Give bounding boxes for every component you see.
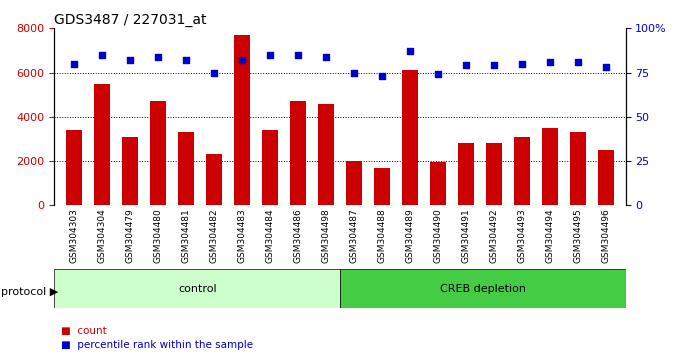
- Bar: [150, 101, 166, 205]
- Bar: [262, 130, 277, 205]
- Bar: [514, 137, 530, 205]
- Text: GSM304483: GSM304483: [237, 209, 247, 263]
- Bar: [95, 84, 109, 205]
- Point: [124, 57, 135, 63]
- Text: CREB depletion: CREB depletion: [440, 284, 526, 293]
- Point: [573, 59, 583, 65]
- Bar: [403, 70, 418, 205]
- Bar: [430, 162, 445, 205]
- Point: [97, 52, 107, 58]
- Point: [209, 70, 220, 75]
- Bar: [598, 150, 614, 205]
- Text: GSM304486: GSM304486: [294, 209, 303, 263]
- Bar: [374, 168, 390, 205]
- Point: [152, 54, 163, 59]
- Bar: [178, 132, 194, 205]
- Text: GSM304493: GSM304493: [517, 209, 526, 263]
- Text: GSM304496: GSM304496: [602, 209, 611, 263]
- Text: GSM304489: GSM304489: [405, 209, 415, 263]
- Point: [600, 64, 611, 70]
- Bar: [235, 35, 250, 205]
- Point: [265, 52, 275, 58]
- Text: GSM304490: GSM304490: [434, 209, 443, 263]
- Text: GSM304484: GSM304484: [265, 209, 275, 263]
- Point: [432, 72, 443, 77]
- Point: [405, 48, 415, 54]
- Bar: [66, 130, 82, 205]
- Point: [181, 57, 192, 63]
- Bar: [346, 161, 362, 205]
- Point: [292, 52, 303, 58]
- Bar: [458, 143, 474, 205]
- Text: GSM304487: GSM304487: [350, 209, 358, 263]
- Bar: [54, 269, 340, 308]
- Text: GSM304488: GSM304488: [377, 209, 386, 263]
- Text: GSM304498: GSM304498: [322, 209, 330, 263]
- Text: GSM304482: GSM304482: [209, 209, 218, 263]
- Text: GSM304479: GSM304479: [126, 209, 135, 263]
- Text: GSM304303: GSM304303: [69, 209, 78, 263]
- Text: protocol ▶: protocol ▶: [1, 287, 58, 297]
- Text: GSM304480: GSM304480: [154, 209, 163, 263]
- Point: [237, 57, 248, 63]
- Bar: [571, 132, 585, 205]
- Bar: [340, 269, 626, 308]
- Point: [320, 54, 331, 59]
- Text: GSM304481: GSM304481: [182, 209, 190, 263]
- Text: GDS3487 / 227031_at: GDS3487 / 227031_at: [54, 13, 207, 27]
- Bar: [206, 154, 222, 205]
- Text: GSM304492: GSM304492: [490, 209, 498, 263]
- Point: [545, 59, 556, 65]
- Bar: [543, 128, 558, 205]
- Point: [460, 63, 471, 68]
- Text: ■  count: ■ count: [61, 326, 107, 336]
- Bar: [318, 104, 334, 205]
- Text: GSM304491: GSM304491: [462, 209, 471, 263]
- Text: GSM304304: GSM304304: [97, 209, 107, 263]
- Point: [377, 73, 388, 79]
- Text: ■  percentile rank within the sample: ■ percentile rank within the sample: [61, 340, 254, 350]
- Point: [517, 61, 528, 67]
- Text: GSM304495: GSM304495: [573, 209, 583, 263]
- Text: GSM304494: GSM304494: [545, 209, 554, 263]
- Bar: [486, 143, 502, 205]
- Bar: [122, 137, 137, 205]
- Bar: [290, 101, 306, 205]
- Point: [69, 61, 80, 67]
- Point: [349, 70, 360, 75]
- Text: control: control: [178, 284, 216, 293]
- Point: [488, 63, 499, 68]
